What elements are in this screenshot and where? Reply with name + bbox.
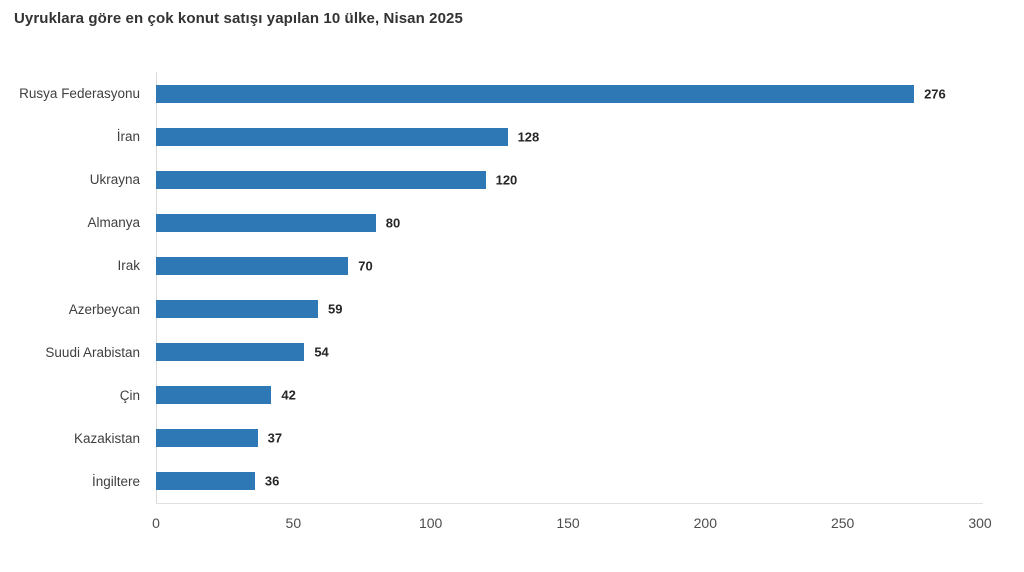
category-label: Almanya <box>87 215 140 231</box>
y-axis-line <box>156 72 157 503</box>
bar <box>156 84 915 103</box>
x-tick-label: 250 <box>830 515 855 531</box>
category-label: Kazakistan <box>73 430 140 446</box>
bar-value-label: 37 <box>267 430 283 446</box>
bar-track: 120 <box>156 158 980 201</box>
bar-row: Kazakistan 37 <box>0 417 1024 460</box>
category-label: İngiltere <box>91 473 140 489</box>
bar-value-label: 70 <box>358 258 373 274</box>
category-label: İran <box>116 129 140 145</box>
bar-chart: Rusya Federasyonu 276 İran 128 Ukrayna 120 Alm… <box>0 72 1024 531</box>
bar-track: 54 <box>156 331 980 374</box>
category-label: Irak <box>117 258 140 274</box>
bar-value-label: 54 <box>314 344 329 360</box>
chart-title: Uyruklara göre en çok konut satışı yapıl… <box>14 10 463 27</box>
bar-value-label: 120 <box>495 172 518 188</box>
bar-track: 42 <box>156 374 980 417</box>
bar-value-label: 276 <box>924 86 946 102</box>
x-tick-label: 300 <box>968 515 992 531</box>
bar-row: Azerbeycan 59 <box>0 287 1024 330</box>
bar <box>156 472 255 491</box>
bar <box>156 213 376 232</box>
bar-track: 37 <box>156 417 980 460</box>
bar-value-label: 128 <box>517 129 540 145</box>
bar-track: 128 <box>156 115 980 158</box>
category-label: Azerbeycan <box>68 301 140 317</box>
category-label: Ukrayna <box>89 172 140 188</box>
bar <box>156 343 305 362</box>
bar-track: 80 <box>156 201 980 244</box>
category-label: Çin <box>119 387 140 403</box>
category-label: Suudi Arabistan <box>45 344 140 360</box>
x-tick-label: 200 <box>693 515 718 531</box>
bar-row: Rusya Federasyonu 276 <box>0 72 1024 115</box>
x-tick-label: 100 <box>418 515 443 531</box>
category-label: Rusya Federasyonu <box>19 86 140 102</box>
x-tick-label: 0 <box>152 515 160 531</box>
bar-value-label: 59 <box>328 301 343 317</box>
x-tick-label: 50 <box>285 515 302 531</box>
bar-track: 276 <box>156 72 980 115</box>
x-tick-label: 150 <box>556 515 580 531</box>
bar <box>156 429 258 448</box>
bar-track: 59 <box>156 287 980 330</box>
bar-row: Suudi Arabistan 54 <box>0 331 1024 374</box>
bar-track: 70 <box>156 244 980 287</box>
bar-row: Ukrayna 120 <box>0 158 1024 201</box>
bar-track: 36 <box>156 460 980 503</box>
bar <box>156 127 508 146</box>
bar-row: Almanya 80 <box>0 201 1024 244</box>
bar-row: İngiltere 36 <box>0 460 1024 503</box>
bar-rows: Rusya Federasyonu 276 İran 128 Ukrayna 120 Alm… <box>0 72 1024 503</box>
bar <box>156 256 349 275</box>
bar-row: İran 128 <box>0 115 1024 158</box>
bar-value-label: 80 <box>385 215 401 231</box>
bar-row: Irak 70 <box>0 244 1024 287</box>
bar-value-label: 42 <box>281 387 296 403</box>
bar-row: Çin 42 <box>0 374 1024 417</box>
bar-value-label: 36 <box>264 473 280 489</box>
bar <box>156 300 319 319</box>
x-axis-line <box>156 503 983 504</box>
bar <box>156 170 486 189</box>
bar <box>156 386 272 405</box>
